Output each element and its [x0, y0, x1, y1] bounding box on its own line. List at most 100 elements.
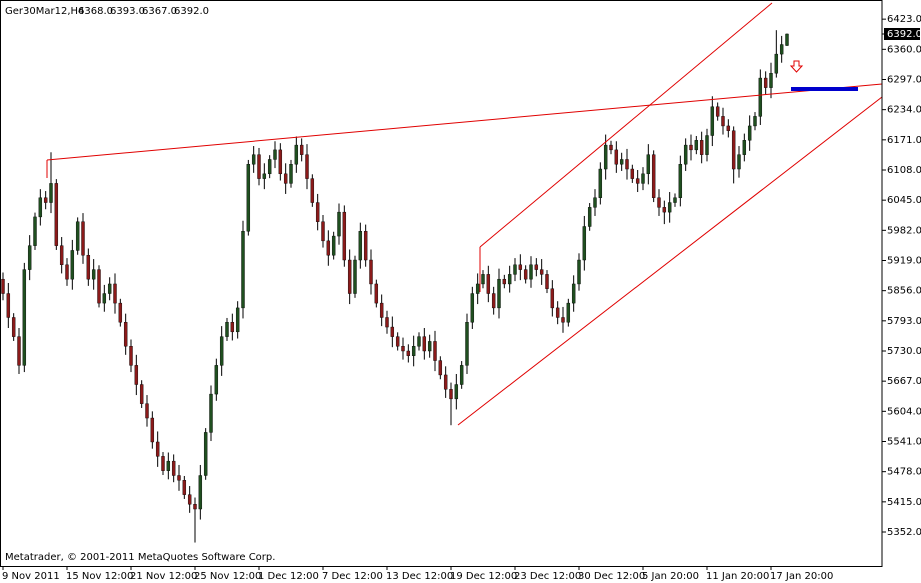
candle-body	[518, 264, 523, 270]
candle-body	[411, 346, 416, 356]
candle-body	[715, 106, 720, 117]
candle-body	[619, 159, 624, 165]
candle-body	[433, 341, 437, 361]
candle-body	[673, 197, 677, 203]
candle-body	[683, 144, 688, 165]
y-tick-label: 5604.0	[887, 406, 921, 417]
x-tick-label: 7 Dec 12:00	[322, 571, 383, 582]
plot-area	[1, 30, 789, 543]
candle-body	[225, 322, 229, 337]
x-tick-label: 23 Dec 12:00	[514, 571, 581, 582]
candle-body	[262, 173, 267, 179]
candle-body	[443, 374, 448, 390]
candle-body	[406, 350, 411, 356]
candle-body	[401, 346, 405, 352]
x-tick-label: 17 Jan 20:00	[770, 571, 833, 582]
candle-body	[571, 283, 576, 304]
candle-body	[385, 317, 389, 328]
candle-body	[331, 235, 336, 256]
candle-body	[486, 274, 491, 294]
candle-body	[54, 183, 59, 246]
x-tick-label: 13 Dec 12:00	[386, 571, 453, 582]
plot-border	[0, 0, 883, 567]
candle-body	[230, 322, 235, 333]
candle-body	[1, 278, 5, 294]
candle-body	[65, 264, 69, 280]
candle-body	[161, 456, 165, 471]
candle-body	[737, 154, 741, 170]
candle-body	[81, 221, 85, 256]
candle-body	[758, 77, 763, 117]
candle-body	[646, 154, 651, 175]
x-tick-label: 1 Dec 12:00	[258, 571, 319, 582]
y-tick-label: 6108.0	[887, 165, 921, 176]
y-tick-label: 5856.0	[887, 286, 921, 297]
price-label-box	[884, 27, 920, 40]
candle-body	[155, 441, 160, 457]
candle-body	[539, 269, 544, 275]
y-tick-label: 5667.0	[887, 376, 921, 387]
candle-body	[193, 504, 197, 510]
sell-arrow	[789, 60, 804, 73]
candle-body	[187, 494, 192, 505]
y-tick-label: 6423.0	[887, 14, 921, 25]
candle-body	[219, 336, 224, 366]
y-tick-label: 6297.0	[887, 74, 921, 85]
candle-body	[529, 264, 533, 280]
candle-body	[379, 302, 384, 318]
candle-body	[214, 365, 219, 395]
candle-body	[513, 264, 517, 275]
candle-body	[342, 211, 347, 261]
candle-body	[321, 221, 325, 242]
candle-body	[49, 183, 53, 203]
candle-body	[651, 154, 656, 198]
candle-body	[550, 288, 555, 309]
candle-body	[27, 245, 32, 270]
candle-body	[123, 322, 128, 347]
y-tick-label: 5415.0	[887, 497, 921, 508]
candle-body	[177, 475, 181, 481]
candle-body	[747, 125, 752, 141]
candle-body	[198, 475, 203, 510]
candle-body	[289, 164, 293, 184]
candle-body	[38, 197, 43, 218]
x-tick-label: 25 Nov 12:00	[194, 571, 261, 582]
candle-body	[422, 336, 427, 352]
candle-body	[91, 269, 96, 280]
channel-lower	[457, 96, 883, 426]
candle-body	[97, 269, 101, 304]
candle-body	[369, 259, 373, 285]
candle-body	[182, 480, 187, 495]
candle-body	[337, 211, 341, 237]
candle-body	[267, 159, 272, 175]
x-tick-label: 30 Dec 12:00	[578, 571, 645, 582]
y-tick-label: 5478.0	[887, 467, 921, 478]
candle-body	[561, 317, 565, 323]
candle-body	[582, 226, 587, 261]
candle-body	[598, 168, 603, 198]
x-tick-label: 15 Nov 12:00	[66, 571, 133, 582]
target-zone	[791, 87, 858, 91]
candle-body	[363, 231, 368, 261]
candle-body	[635, 178, 640, 184]
candle-body	[593, 197, 597, 208]
candle-body	[438, 360, 443, 376]
candle-body	[545, 274, 549, 289]
chart-title: Ger30Mar12,H4	[5, 6, 84, 17]
candle-body	[726, 125, 731, 131]
candle-body	[497, 278, 501, 309]
candle-body	[129, 346, 133, 366]
candle-body	[678, 164, 683, 198]
candle-body	[315, 202, 320, 222]
candle-body	[774, 53, 779, 74]
candle-body	[763, 77, 768, 88]
candle-body	[721, 116, 725, 127]
candle-body	[785, 33, 789, 46]
candle-body	[235, 307, 240, 333]
footer: Metatrader, © 2001-2011 MetaQuotes Softw…	[5, 552, 275, 563]
candle-body	[374, 283, 379, 304]
candle-body	[689, 144, 693, 151]
y-tick-label: 5982.0	[887, 225, 921, 236]
candle-body	[427, 341, 432, 352]
candle-body	[102, 293, 107, 304]
